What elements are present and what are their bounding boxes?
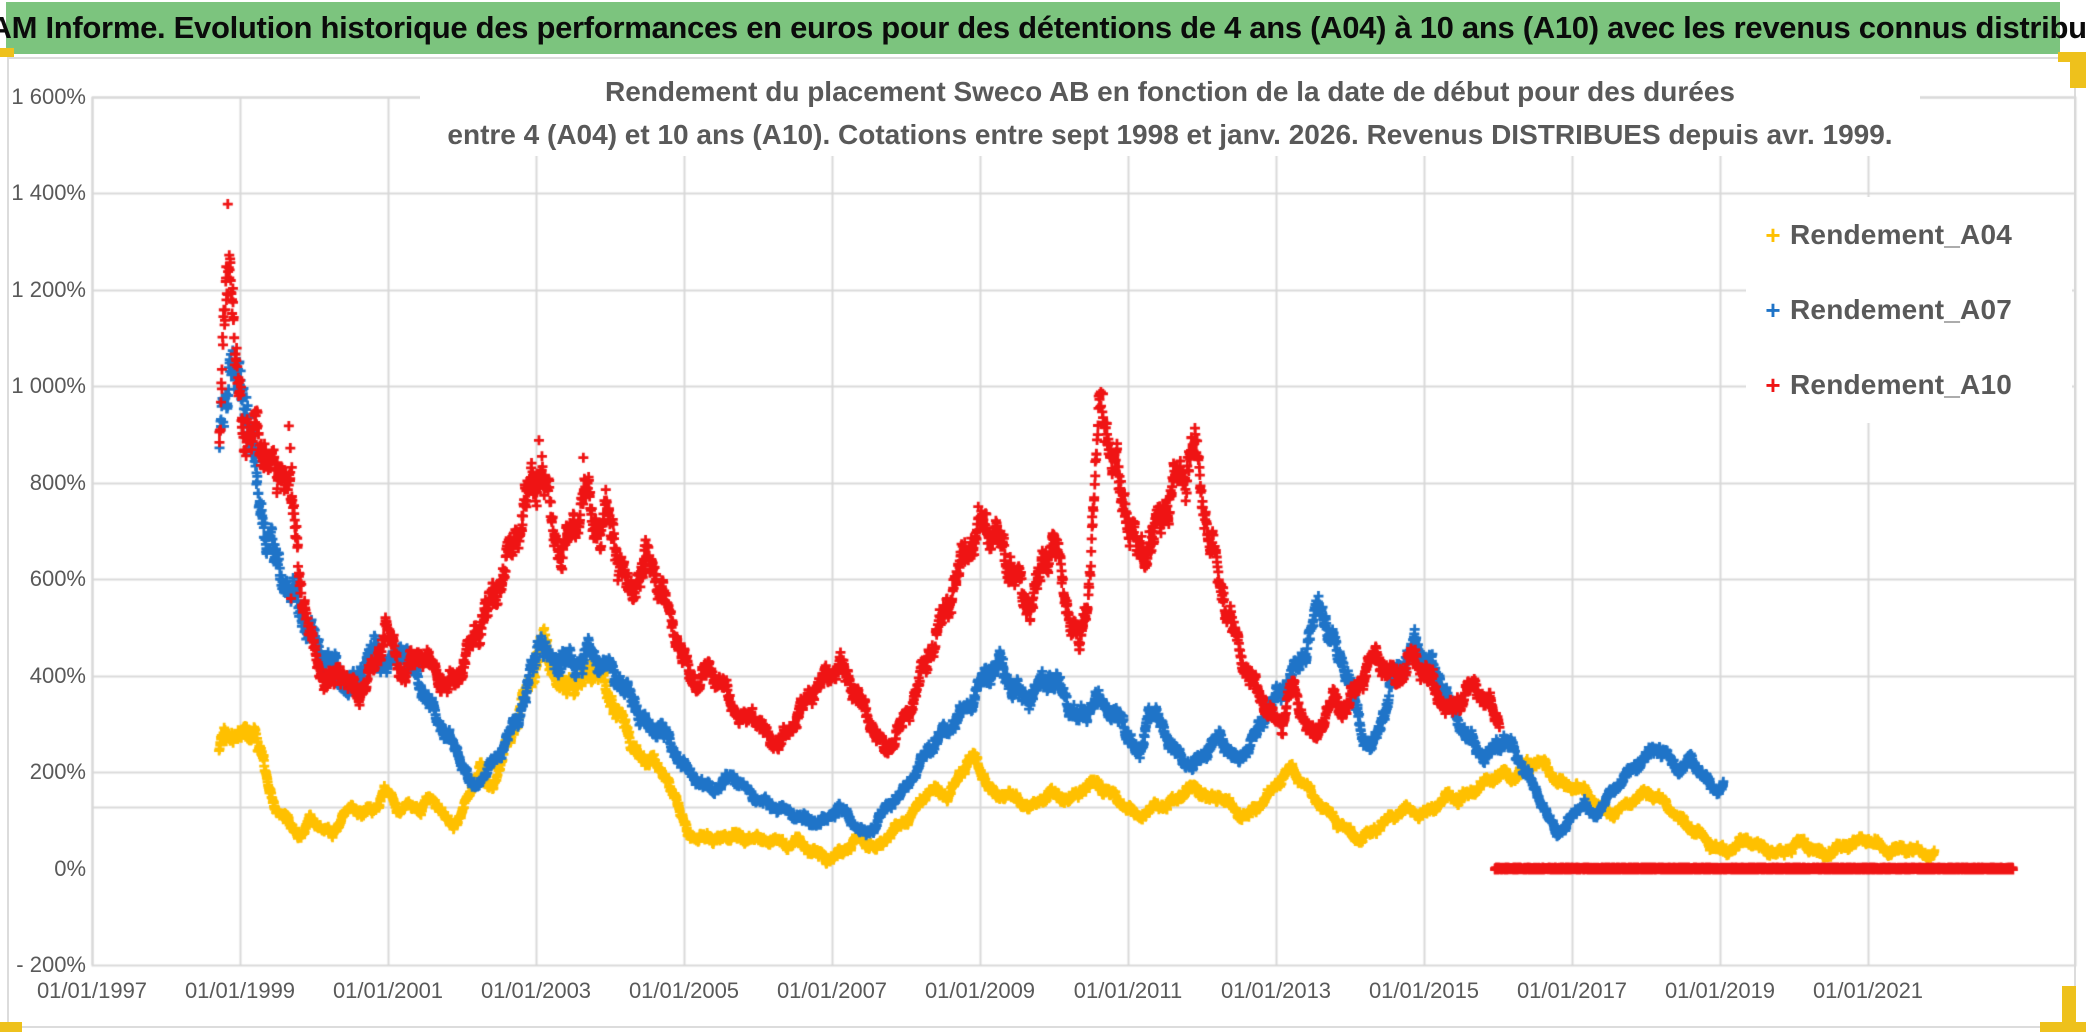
- chart-title-line1: Rendement du placement Sweco AB en fonct…: [604, 76, 1736, 107]
- legend-series-label: Rendement_A07: [1790, 293, 2013, 325]
- legend-plus-marker-icon: +: [1765, 370, 1781, 401]
- y-tick-label: 1 200%: [11, 276, 86, 302]
- x-tick-label: 01/01/2017: [1516, 978, 1628, 1003]
- chart-title: Rendement du placement Sweco AB en fonct…: [420, 70, 1920, 156]
- y-tick-label: 0%: [54, 855, 86, 881]
- y-tick-label: - 200%: [16, 952, 86, 977]
- legend-series-label: Rendement_A04: [1790, 218, 2013, 250]
- x-tick-label: 01/01/2003: [480, 978, 592, 1003]
- legend-plus-marker-icon: +: [1765, 219, 1781, 250]
- y-tick-label: 400%: [29, 662, 86, 688]
- y-tick-label: 200%: [29, 759, 86, 785]
- legend-plus-marker-icon: +: [1765, 294, 1781, 325]
- x-tick-label: 01/01/2009: [924, 978, 1036, 1003]
- x-tick-label: 01/01/1999: [184, 978, 296, 1003]
- y-tick-label: 1 000%: [11, 373, 86, 399]
- selection-handle-bottom-left: [0, 1022, 22, 1032]
- legend-series-label: Rendement_A10: [1790, 369, 2013, 401]
- selection-handle-top-left: [0, 48, 14, 57]
- legend-entry-rendement_a04: + Rendement_A04: [1746, 219, 2072, 251]
- x-tick-label: 01/01/1997: [36, 978, 148, 1003]
- x-tick-label: 01/01/2011: [1073, 978, 1183, 1003]
- legend-entry-rendement_a07: + Rendement_A07: [1746, 294, 2072, 326]
- y-tick-label: 600%: [29, 566, 86, 592]
- x-tick-label: 01/01/2007: [776, 978, 888, 1003]
- x-tick-label: 01/01/2013: [1220, 978, 1332, 1003]
- legend-entry-rendement_a10: + Rendement_A10: [1746, 369, 2072, 401]
- legend: + Rendement_A04 + Rendement_A07 + Rendement_A…: [1746, 197, 2072, 423]
- y-tick-label: 1 600%: [11, 84, 86, 109]
- x-tick-label: 01/01/2001: [332, 978, 444, 1003]
- y-tick-label: 800%: [29, 469, 86, 495]
- chart-title-line2: entre 4 (A04) et 10 ans (A10). Cotations…: [447, 119, 1893, 150]
- x-tick-label: 01/01/2005: [628, 978, 740, 1003]
- selection-handle-bottom-right-v: [2062, 986, 2076, 1032]
- x-tick-label: 01/01/2021: [1812, 978, 1924, 1003]
- selection-handle-top-right-v: [2070, 52, 2086, 88]
- x-tick-label: 01/01/2015: [1368, 978, 1480, 1003]
- selection-handle-bottom-right-h: [2040, 1022, 2086, 1032]
- x-tick-label: 01/01/2019: [1664, 978, 1776, 1003]
- y-tick-label: 1 400%: [11, 180, 86, 206]
